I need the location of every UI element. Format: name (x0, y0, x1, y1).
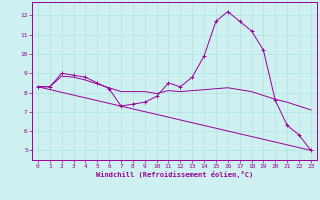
X-axis label: Windchill (Refroidissement éolien,°C): Windchill (Refroidissement éolien,°C) (96, 171, 253, 178)
